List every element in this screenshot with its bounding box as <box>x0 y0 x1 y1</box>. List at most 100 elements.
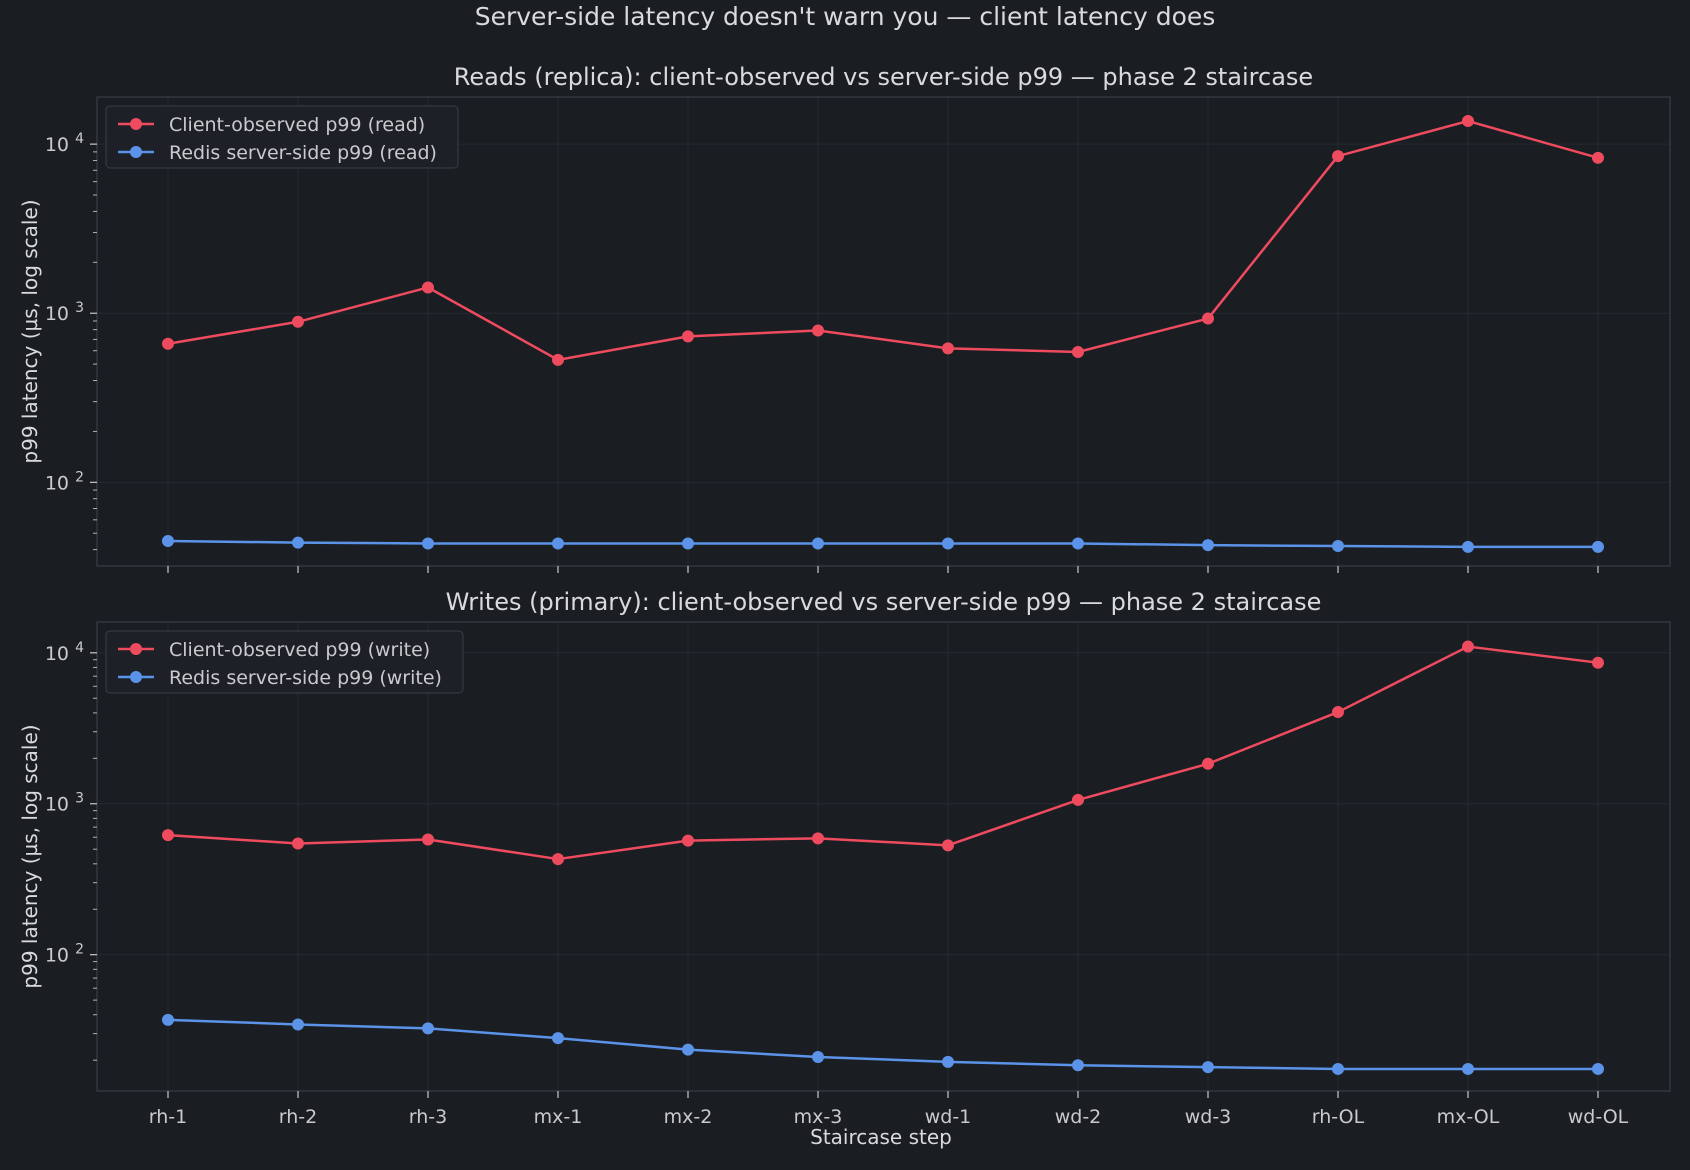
legend-box <box>105 630 464 694</box>
x-tick-label: wd-2 <box>1055 1106 1102 1128</box>
data-point <box>292 1018 304 1031</box>
data-point <box>942 342 954 355</box>
chart-title: Reads (replica): client-observed vs serv… <box>454 63 1313 91</box>
series-server <box>162 534 1604 553</box>
data-point <box>292 536 304 549</box>
legend-swatch-marker <box>130 643 142 655</box>
data-point <box>682 330 694 343</box>
legend: Client-observed p99 (write) Redis server-… <box>105 630 464 694</box>
y-tick-exponent: 4 <box>75 640 84 656</box>
y-axis-label: p99 latency (µs, log scale) <box>18 724 42 988</box>
plot-area <box>97 622 1670 1091</box>
data-point <box>552 853 564 866</box>
data-point <box>1592 1062 1604 1075</box>
data-point <box>812 324 824 337</box>
y-tick-label: 10 <box>45 643 69 665</box>
data-point <box>682 834 694 847</box>
data-point <box>812 537 824 550</box>
data-point <box>1592 151 1604 164</box>
data-point <box>162 1013 174 1026</box>
axes-frame <box>96 621 1671 1092</box>
data-point <box>422 537 434 550</box>
x-tick-label: mx-1 <box>534 1106 583 1128</box>
axes-frame <box>96 96 1671 567</box>
x-tick-label: mx-OL <box>1437 1106 1500 1128</box>
data-point <box>1462 115 1474 128</box>
data-point <box>1072 537 1084 550</box>
data-point <box>682 537 694 550</box>
data-point <box>1202 539 1214 552</box>
legend-box <box>105 105 459 169</box>
data-point <box>1202 757 1214 770</box>
legend-swatch-marker <box>130 671 142 683</box>
data-point <box>812 1050 824 1063</box>
data-point <box>1332 706 1344 719</box>
x-tick-label: wd-OL <box>1568 1106 1629 1128</box>
y-tick-mantissa: 10 <box>45 303 69 325</box>
y-tick-exponent: 2 <box>75 469 84 485</box>
data-point <box>422 281 434 294</box>
legend-swatch-marker <box>130 146 142 158</box>
chart-panel-2: 10 2 10 3 10 4 rh-1 rh-2 rh-3 mx-1 mx-2 mx-3 wd-1 wd-… <box>18 588 1671 1128</box>
series-line <box>167 119 1599 362</box>
x-axis-label: Staircase step <box>810 1125 952 1149</box>
x-tick-label: wd-3 <box>1185 1106 1232 1128</box>
data-point <box>552 1032 564 1045</box>
data-point <box>162 337 174 350</box>
legend-label: Redis server-side p99 (write) <box>169 667 442 689</box>
data-point <box>292 315 304 328</box>
data-point <box>682 1043 694 1056</box>
data-point <box>942 537 954 550</box>
panels: 10 2 10 3 10 4 Reads (replica): client-observe… <box>18 63 1671 1128</box>
y-tick-label: 10 <box>45 794 69 816</box>
data-point <box>1332 1062 1344 1075</box>
data-point <box>1462 640 1474 653</box>
data-point <box>422 833 434 846</box>
y-tick-mantissa: 10 <box>45 794 69 816</box>
x-tick-label: rh-2 <box>279 1106 317 1128</box>
series-server <box>162 1013 1604 1075</box>
y-tick-exponent: 3 <box>75 300 84 316</box>
data-point <box>1202 1061 1214 1074</box>
series-line <box>167 1018 1598 1071</box>
data-point <box>942 1055 954 1068</box>
y-tick-exponent: 4 <box>75 131 84 147</box>
y-tick-mantissa: 10 <box>45 472 69 494</box>
chart-panel-1: 10 2 10 3 10 4 Reads (replica): client-observe… <box>18 63 1671 573</box>
chart-title: Writes (primary): client-observed vs ser… <box>446 588 1322 616</box>
data-point <box>1332 540 1344 553</box>
legend-label: Client-observed p99 (read) <box>169 114 425 136</box>
data-point <box>1592 540 1604 553</box>
x-tick-label: mx-2 <box>664 1106 713 1128</box>
y-tick-label: 10 <box>45 945 69 967</box>
plot-area <box>97 97 1670 566</box>
x-tick-label: wd-1 <box>925 1106 972 1128</box>
data-point <box>1072 345 1084 358</box>
y-tick-exponent: 2 <box>75 942 84 958</box>
data-point <box>1072 1059 1084 1072</box>
x-tick-label: rh-3 <box>409 1106 447 1128</box>
y-tick-label: 10 <box>45 472 69 494</box>
y-tick-label: 10 <box>45 303 69 325</box>
data-point <box>1202 312 1214 325</box>
data-point <box>1462 540 1474 553</box>
data-point <box>552 537 564 550</box>
data-point <box>162 534 174 547</box>
y-tick-label: 10 <box>45 134 69 156</box>
data-point <box>1332 150 1344 163</box>
x-tick-label: rh-OL <box>1312 1106 1365 1128</box>
x-tick-label: rh-1 <box>149 1106 187 1128</box>
y-tick-mantissa: 10 <box>45 945 69 967</box>
y-axis-label: p99 latency (µs, log scale) <box>18 199 42 463</box>
y-tick-mantissa: 10 <box>45 643 69 665</box>
data-point <box>1072 793 1084 806</box>
data-point <box>1592 656 1604 669</box>
y-tick-exponent: 3 <box>75 791 84 807</box>
data-point <box>162 829 174 842</box>
series-line <box>167 645 1599 861</box>
figure-suptitle: Server-side latency doesn't warn you — c… <box>475 2 1216 31</box>
legend-label: Client-observed p99 (write) <box>169 639 430 661</box>
x-tick-label: mx-3 <box>794 1106 843 1128</box>
legend-label: Redis server-side p99 (read) <box>169 142 437 164</box>
